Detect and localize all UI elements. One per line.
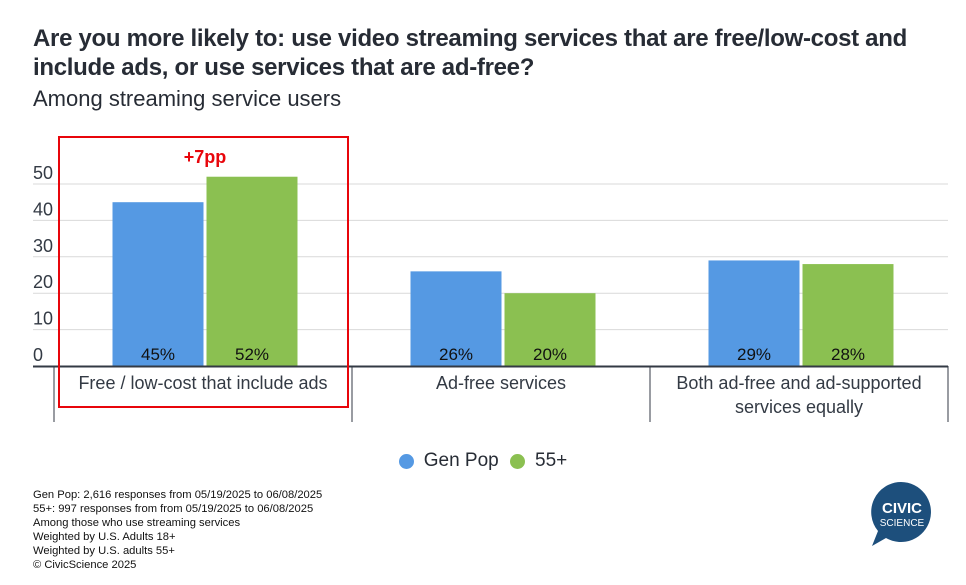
footnotes: Gen Pop: 2,616 responses from 05/19/2025… <box>33 488 322 572</box>
x-axis <box>33 365 949 422</box>
y-tick-label: 10 <box>33 309 53 329</box>
speech-bubble-icon <box>871 482 931 546</box>
bar-55-plus <box>206 176 298 366</box>
data-label: 45% <box>141 345 175 364</box>
legend-item-55-plus[interactable]: 55+ <box>510 450 567 472</box>
bar-55-plus <box>802 264 894 366</box>
bars <box>112 176 894 366</box>
footnote: © CivicScience 2025 <box>33 559 137 571</box>
data-label: 52% <box>235 345 269 364</box>
bar-gen-pop <box>708 260 800 366</box>
data-label: 20% <box>533 345 567 364</box>
y-tick-label: 40 <box>33 199 53 219</box>
y-tick-label: 30 <box>33 236 53 256</box>
bar-gen-pop <box>112 202 204 366</box>
bar-55-plus <box>504 293 596 366</box>
y-axis-ticks: 0 10 20 30 40 50 <box>33 163 53 365</box>
data-label: 28% <box>831 345 865 364</box>
category-label: services equally <box>735 397 863 417</box>
chart-title: Are you more likely to: use video stream… <box>33 25 907 81</box>
y-tick-label: 0 <box>33 345 43 365</box>
category-label: Free / low-cost that include ads <box>78 373 327 393</box>
data-label: 29% <box>737 345 771 364</box>
logo-text-civic: CIVIC <box>882 500 922 517</box>
footnote: Weighted by U.S. adults 55+ <box>33 545 175 557</box>
civicscience-logo: CIVIC SCIENCE <box>871 482 931 546</box>
bar-chart: 0 10 20 30 40 50 45% 52% 26% 20% 29% 28% Free / lo… <box>33 136 949 422</box>
bar-gen-pop <box>410 271 502 366</box>
category-label: Both ad-free and ad-supported <box>676 373 921 393</box>
legend-item-gen-pop[interactable]: Gen Pop <box>398 450 499 472</box>
data-label: 26% <box>439 345 473 364</box>
footnote: Weighted by U.S. Adults 18+ <box>33 531 176 543</box>
legend-label: Gen Pop <box>423 450 499 471</box>
gen-pop-swatch-icon <box>398 453 414 469</box>
category-label: Ad-free services <box>436 373 566 393</box>
footnote: Among those who use streaming services <box>33 517 241 529</box>
legend-label: 55+ <box>535 450 568 471</box>
difference-annotation: +7pp <box>184 147 227 167</box>
category-labels: Free / low-cost that include ads Ad-free … <box>78 373 921 417</box>
y-tick-label: 50 <box>33 163 53 183</box>
highlight-box <box>58 136 349 408</box>
logo-text-science: SCIENCE <box>880 518 925 529</box>
footnote: 55+: 997 responses from from 05/19/2025 … <box>33 503 314 515</box>
55-plus-swatch-icon <box>510 453 526 469</box>
bar-labels: 45% 52% 26% 20% 29% 28% <box>141 345 865 364</box>
legend: Gen Pop 55+ <box>0 450 966 475</box>
chart-subtitle: Among streaming service users <box>33 86 342 111</box>
y-tick-label: 20 <box>33 272 53 292</box>
footnote: Gen Pop: 2,616 responses from 05/19/2025… <box>33 489 323 501</box>
